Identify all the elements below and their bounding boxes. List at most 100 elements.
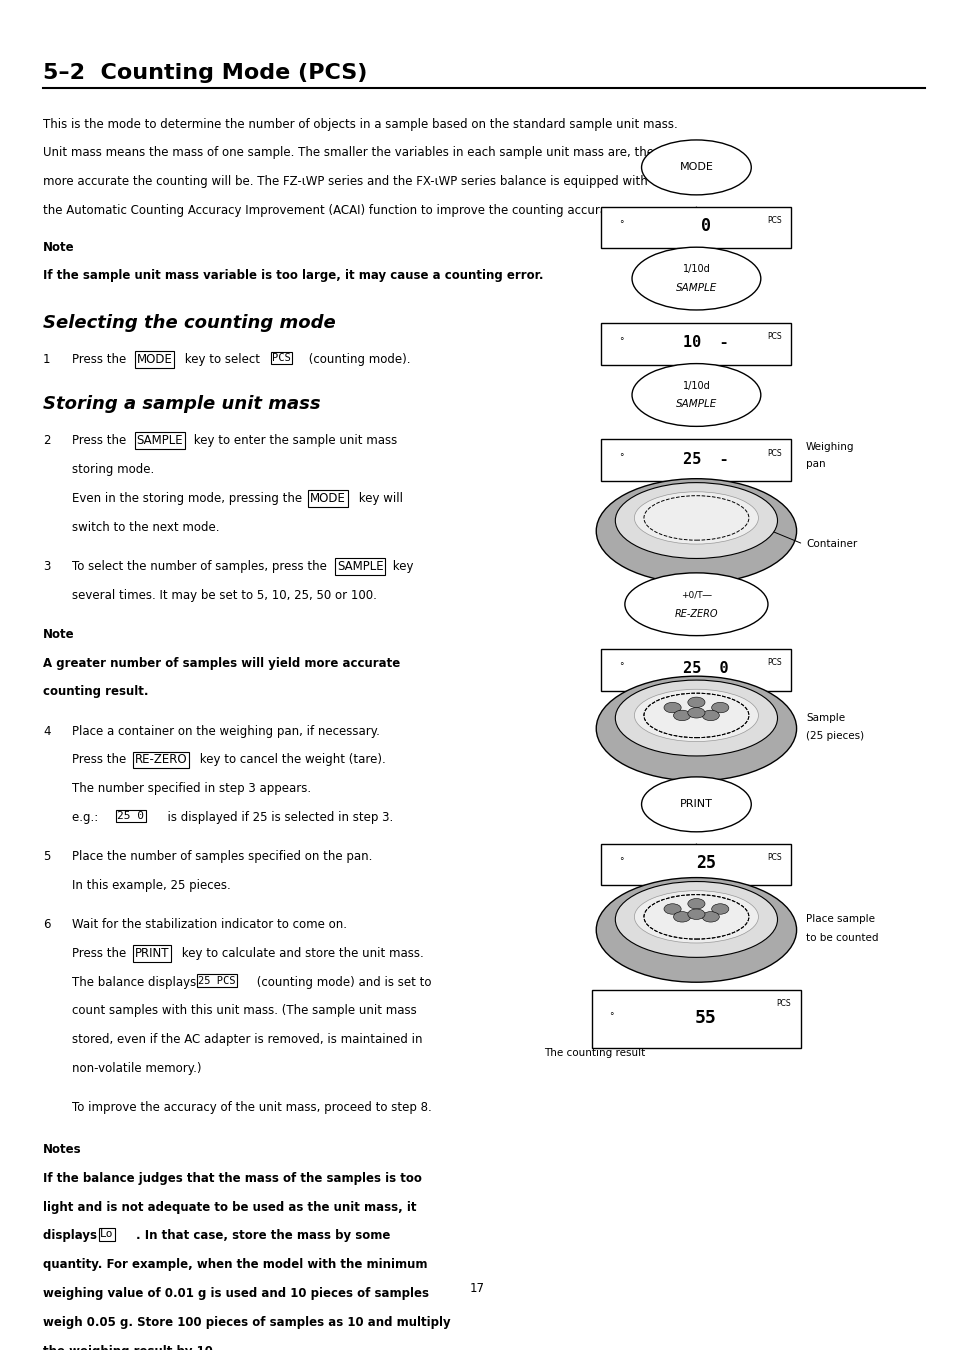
Text: the weighing result by 10.: the weighing result by 10. [43, 1345, 217, 1350]
Text: To improve the accuracy of the unit mass, proceed to step 8.: To improve the accuracy of the unit mass… [71, 1102, 431, 1114]
Text: 1/10d: 1/10d [681, 265, 710, 274]
Text: The number specified in step 3 appears.: The number specified in step 3 appears. [71, 782, 311, 795]
Text: displays: displays [43, 1230, 105, 1242]
Ellipse shape [687, 697, 704, 707]
Text: 25 PCS: 25 PCS [198, 976, 235, 986]
Text: Storing a sample unit mass: Storing a sample unit mass [43, 396, 320, 413]
Text: is displayed if 25 is selected in step 3.: is displayed if 25 is selected in step 3… [160, 811, 393, 824]
Ellipse shape [631, 247, 760, 310]
Text: quantity. For example, when the model with the minimum: quantity. For example, when the model wi… [43, 1258, 427, 1272]
FancyBboxPatch shape [600, 323, 790, 364]
Text: 2: 2 [43, 435, 51, 447]
Ellipse shape [673, 710, 690, 721]
Text: the Automatic Counting Accuracy Improvement (ACAI) function to improve the count: the Automatic Counting Accuracy Improvem… [43, 204, 622, 217]
Text: e.g.:: e.g.: [71, 811, 105, 824]
Ellipse shape [663, 702, 680, 713]
Text: count samples with this unit mass. (The sample unit mass: count samples with this unit mass. (The … [71, 1004, 416, 1018]
Text: PCS: PCS [776, 999, 791, 1008]
Text: several times. It may be set to 5, 10, 25, 50 or 100.: several times. It may be set to 5, 10, 2… [71, 589, 376, 602]
Text: PCS: PCS [766, 332, 781, 342]
Text: °: ° [618, 220, 622, 230]
Text: SAMPLE: SAMPLE [675, 400, 717, 409]
Text: weighing value of 0.01 g is used and 10 pieces of samples: weighing value of 0.01 g is used and 10 … [43, 1287, 429, 1300]
Text: Weighing: Weighing [805, 443, 854, 452]
Text: °: ° [608, 1011, 613, 1021]
Text: PCS: PCS [766, 853, 781, 861]
Text: Sample: Sample [805, 713, 844, 724]
FancyBboxPatch shape [600, 207, 790, 248]
Text: Lo: Lo [100, 1230, 113, 1239]
Ellipse shape [624, 572, 767, 636]
Text: Place sample: Place sample [805, 914, 874, 925]
Text: SAMPLE: SAMPLE [136, 435, 183, 447]
Text: 4: 4 [43, 725, 51, 737]
Text: Selecting the counting mode: Selecting the counting mode [43, 315, 335, 332]
Text: 17: 17 [469, 1281, 484, 1295]
Text: 55: 55 [695, 1008, 716, 1026]
Text: PCS: PCS [766, 448, 781, 458]
Text: Place a container on the weighing pan, if necessary.: Place a container on the weighing pan, i… [71, 725, 379, 737]
Text: Place the number of samples specified on the pan.: Place the number of samples specified on… [71, 850, 372, 863]
Text: 10  -: 10 - [682, 335, 728, 350]
Text: key to select: key to select [181, 354, 264, 366]
Text: If the sample unit mass variable is too large, it may cause a counting error.: If the sample unit mass variable is too … [43, 270, 543, 282]
Ellipse shape [615, 680, 777, 756]
Text: SAMPLE: SAMPLE [675, 284, 717, 293]
Text: key to enter the sample unit mass: key to enter the sample unit mass [190, 435, 396, 447]
Text: 25 0: 25 0 [117, 811, 144, 821]
Text: PCS: PCS [272, 354, 291, 363]
Ellipse shape [687, 899, 704, 909]
Ellipse shape [711, 903, 728, 914]
Text: key: key [389, 560, 414, 572]
Ellipse shape [596, 479, 796, 583]
Text: Container: Container [805, 539, 857, 549]
Ellipse shape [634, 891, 758, 944]
Text: +0/T―: +0/T― [680, 590, 711, 599]
Text: To select the number of samples, press the: To select the number of samples, press t… [71, 560, 330, 572]
Text: 3: 3 [43, 560, 51, 572]
Text: Press the: Press the [71, 946, 130, 960]
Text: Note: Note [43, 240, 74, 254]
Text: MODE: MODE [310, 491, 346, 505]
Text: PCS: PCS [766, 657, 781, 667]
Text: PCS: PCS [766, 216, 781, 225]
Text: Wait for the stabilization indicator to come on.: Wait for the stabilization indicator to … [71, 918, 346, 932]
Text: weigh 0.05 g. Store 100 pieces of samples as 10 and multiply: weigh 0.05 g. Store 100 pieces of sample… [43, 1316, 450, 1328]
Ellipse shape [634, 491, 758, 544]
Text: key will: key will [355, 491, 402, 505]
Ellipse shape [615, 882, 777, 957]
Text: °: ° [618, 663, 622, 671]
Text: 1/10d: 1/10d [681, 381, 710, 390]
Ellipse shape [615, 482, 777, 559]
Ellipse shape [687, 909, 704, 919]
FancyBboxPatch shape [600, 649, 790, 691]
Ellipse shape [701, 710, 719, 721]
Text: PRINT: PRINT [134, 946, 169, 960]
Ellipse shape [663, 903, 680, 914]
FancyBboxPatch shape [600, 844, 790, 886]
Text: RE-ZERO: RE-ZERO [134, 753, 187, 767]
Text: counting result.: counting result. [43, 686, 149, 698]
Text: °: ° [618, 338, 622, 346]
Text: PRINT: PRINT [679, 799, 712, 810]
Ellipse shape [701, 911, 719, 922]
Text: switch to the next mode.: switch to the next mode. [71, 521, 219, 533]
Text: . In that case, store the mass by some: . In that case, store the mass by some [136, 1230, 391, 1242]
Text: 0: 0 [700, 217, 710, 235]
Text: 25  0: 25 0 [682, 662, 728, 676]
Text: RE-ZERO: RE-ZERO [674, 609, 718, 618]
Text: Press the: Press the [71, 753, 130, 767]
Text: pan: pan [805, 459, 825, 470]
Text: to be counted: to be counted [805, 933, 878, 942]
Text: SAMPLE: SAMPLE [336, 560, 383, 572]
Text: light and is not adequate to be used as the unit mass, it: light and is not adequate to be used as … [43, 1200, 416, 1214]
Ellipse shape [673, 911, 690, 922]
Text: (25 pieces): (25 pieces) [805, 732, 863, 741]
Text: 25  -: 25 - [682, 451, 728, 467]
Text: If the balance judges that the mass of the samples is too: If the balance judges that the mass of t… [43, 1172, 421, 1185]
Ellipse shape [634, 690, 758, 741]
Text: 25: 25 [696, 855, 715, 872]
Ellipse shape [687, 707, 704, 718]
Text: 5–2  Counting Mode (PCS): 5–2 Counting Mode (PCS) [43, 63, 367, 82]
Text: (counting mode) and is set to: (counting mode) and is set to [253, 976, 431, 988]
